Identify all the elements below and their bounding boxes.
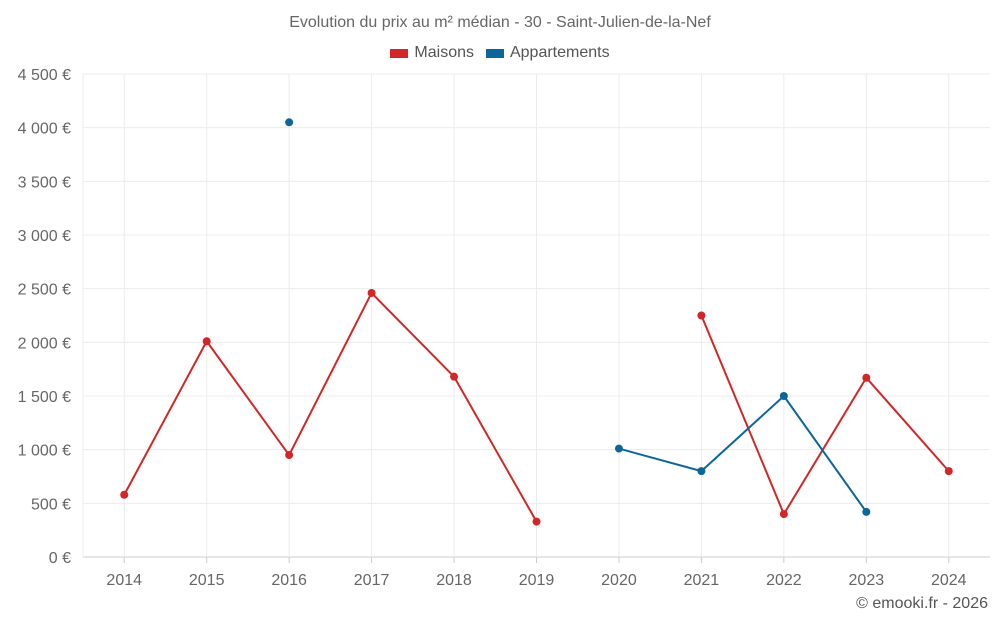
legend: Maisons Appartements bbox=[0, 44, 1000, 62]
y-tick-label: 2 500 € bbox=[18, 282, 71, 299]
y-tick-label: 0 € bbox=[49, 550, 71, 567]
x-tick-label: 2024 bbox=[931, 572, 967, 589]
x-tick-label: 2017 bbox=[354, 572, 390, 589]
x-tick-label: 2019 bbox=[519, 572, 555, 589]
x-tick-label: 2020 bbox=[601, 572, 637, 589]
x-tick-label: 2021 bbox=[684, 572, 720, 589]
x-tick-label: 2023 bbox=[849, 572, 885, 589]
x-tick-label: 2016 bbox=[271, 572, 307, 589]
y-tick-label: 4 500 € bbox=[18, 67, 71, 84]
legend-label-maisons: Maisons bbox=[414, 44, 474, 61]
credit-text: © emooki.fr - 2026 bbox=[856, 595, 988, 612]
data-point-maisons bbox=[697, 311, 706, 320]
data-point-maisons bbox=[944, 467, 953, 476]
data-point-appartements bbox=[285, 118, 294, 127]
data-point-appartements bbox=[697, 467, 706, 476]
y-tick-label: 1 500 € bbox=[18, 389, 71, 406]
series-line-appartements bbox=[618, 395, 868, 513]
data-point-appartements bbox=[614, 444, 623, 453]
x-tick-label: 2015 bbox=[189, 572, 225, 589]
data-point-appartements bbox=[862, 507, 871, 516]
y-tick-label: 3 000 € bbox=[18, 228, 71, 245]
legend-item-maisons[interactable]: Maisons bbox=[390, 44, 474, 62]
y-tick-label: 3 500 € bbox=[18, 174, 71, 191]
x-tick-label: 2018 bbox=[436, 572, 472, 589]
y-tick-label: 4 000 € bbox=[18, 121, 71, 138]
data-point-maisons bbox=[779, 510, 788, 519]
legend-label-appartements: Appartements bbox=[509, 44, 610, 61]
data-point-maisons bbox=[862, 373, 871, 382]
legend-item-appartements[interactable]: Appartements bbox=[485, 44, 610, 62]
legend-swatch-appartements bbox=[485, 48, 504, 58]
legend-swatch-maisons bbox=[390, 48, 409, 58]
y-tick-label: 1 000 € bbox=[18, 443, 71, 460]
y-tick-label: 2 000 € bbox=[18, 335, 71, 352]
chart-title: Evolution du prix au m² médian - 30 - Sa… bbox=[289, 14, 711, 31]
data-point-maisons bbox=[202, 337, 211, 346]
data-point-maisons bbox=[532, 517, 541, 526]
data-point-maisons bbox=[367, 288, 376, 297]
y-tick-label: 500 € bbox=[31, 496, 71, 513]
data-point-maisons bbox=[120, 490, 129, 499]
x-tick-label: 2014 bbox=[106, 572, 142, 589]
series-line-maisons bbox=[700, 315, 950, 516]
x-tick-label: 2022 bbox=[766, 572, 802, 589]
data-point-maisons bbox=[285, 451, 294, 460]
series-line-maisons bbox=[123, 291, 538, 523]
data-point-maisons bbox=[450, 372, 459, 381]
data-point-appartements bbox=[779, 392, 788, 400]
